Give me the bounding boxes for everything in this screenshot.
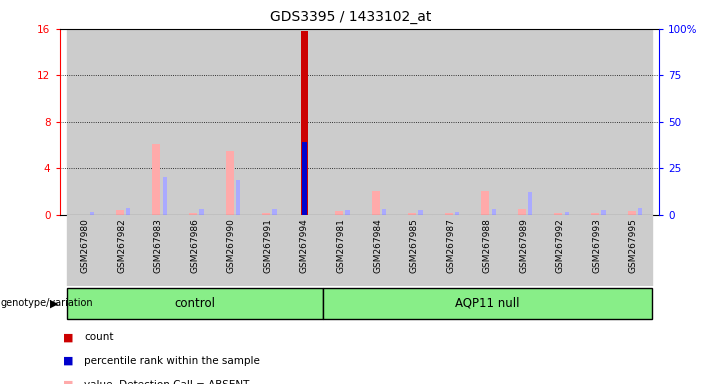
Bar: [615, 215, 652, 286]
Bar: [491, 209, 496, 215]
Bar: [482, 190, 489, 215]
Bar: [199, 209, 203, 215]
Text: GSM267991: GSM267991: [264, 218, 273, 273]
Bar: [286, 215, 322, 286]
Bar: [322, 215, 360, 286]
Text: GSM267987: GSM267987: [446, 218, 455, 273]
Bar: [615, 29, 652, 215]
Text: ▶: ▶: [50, 298, 59, 308]
Bar: [578, 215, 615, 286]
Bar: [505, 29, 542, 215]
Bar: [382, 209, 386, 215]
Text: GSM267993: GSM267993: [592, 218, 601, 273]
Bar: [272, 209, 277, 215]
Bar: [226, 151, 233, 215]
Text: GSM267980: GSM267980: [81, 218, 90, 273]
Bar: [418, 210, 423, 215]
Bar: [67, 215, 104, 286]
Text: genotype/variation: genotype/variation: [1, 298, 93, 308]
Bar: [322, 288, 652, 319]
Bar: [638, 208, 642, 215]
Text: ■: ■: [63, 356, 74, 366]
Bar: [67, 29, 104, 215]
Bar: [359, 29, 396, 215]
Text: GSM267985: GSM267985: [409, 218, 418, 273]
Bar: [301, 31, 308, 215]
Text: GSM267981: GSM267981: [336, 218, 346, 273]
Text: GSM267992: GSM267992: [556, 218, 565, 273]
Text: AQP11 null: AQP11 null: [455, 297, 519, 310]
Bar: [542, 29, 578, 215]
Bar: [140, 215, 177, 286]
Bar: [396, 215, 433, 286]
Bar: [250, 215, 286, 286]
Bar: [163, 177, 167, 215]
Text: GSM267989: GSM267989: [519, 218, 529, 273]
Bar: [469, 215, 505, 286]
Bar: [433, 215, 469, 286]
Bar: [505, 215, 542, 286]
Bar: [396, 29, 433, 215]
Bar: [104, 29, 140, 215]
Text: GSM267982: GSM267982: [117, 218, 126, 273]
Bar: [90, 212, 94, 215]
Bar: [601, 210, 606, 215]
Bar: [433, 29, 469, 215]
Bar: [177, 215, 213, 286]
Bar: [262, 213, 270, 215]
Text: control: control: [175, 297, 215, 310]
Bar: [236, 180, 240, 215]
Bar: [104, 215, 140, 286]
Bar: [213, 29, 250, 215]
Bar: [372, 190, 380, 215]
Text: value, Detection Call = ABSENT: value, Detection Call = ABSENT: [84, 380, 250, 384]
Bar: [67, 288, 322, 319]
Bar: [177, 29, 213, 215]
Bar: [152, 144, 161, 215]
Bar: [578, 29, 615, 215]
Bar: [542, 215, 578, 286]
Bar: [455, 212, 459, 215]
Bar: [359, 215, 396, 286]
Bar: [250, 29, 286, 215]
Text: ■: ■: [63, 380, 74, 384]
Bar: [554, 213, 562, 215]
Bar: [213, 215, 250, 286]
Text: GSM267986: GSM267986: [190, 218, 199, 273]
Bar: [116, 210, 124, 215]
Bar: [518, 209, 526, 215]
Bar: [302, 142, 307, 215]
Text: count: count: [84, 332, 114, 342]
Bar: [126, 208, 130, 215]
Text: GSM267983: GSM267983: [154, 218, 163, 273]
Text: GSM267994: GSM267994: [300, 218, 309, 273]
Text: GSM267984: GSM267984: [373, 218, 382, 273]
Text: percentile rank within the sample: percentile rank within the sample: [84, 356, 260, 366]
Bar: [627, 211, 636, 215]
Bar: [469, 29, 505, 215]
Bar: [408, 213, 416, 215]
Bar: [189, 213, 197, 215]
Text: GDS3395 / 1433102_at: GDS3395 / 1433102_at: [270, 10, 431, 23]
Bar: [564, 212, 569, 215]
Bar: [346, 210, 350, 215]
Bar: [528, 192, 533, 215]
Text: ■: ■: [63, 332, 74, 342]
Text: GSM267988: GSM267988: [483, 218, 491, 273]
Bar: [140, 29, 177, 215]
Bar: [444, 213, 453, 215]
Bar: [335, 211, 343, 215]
Bar: [322, 29, 360, 215]
Text: GSM267990: GSM267990: [227, 218, 236, 273]
Text: GSM267995: GSM267995: [629, 218, 638, 273]
Bar: [286, 29, 322, 215]
Bar: [591, 213, 599, 215]
